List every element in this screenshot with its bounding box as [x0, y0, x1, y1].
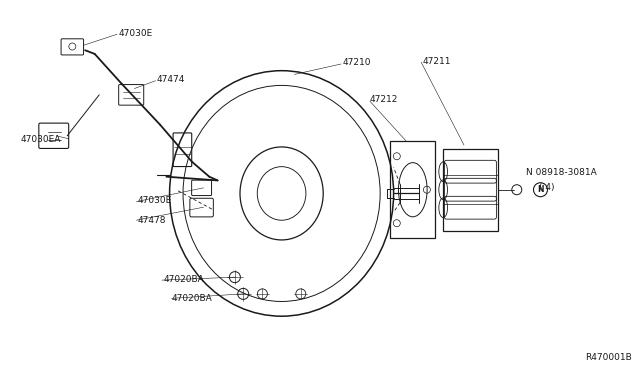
Text: N: N: [537, 185, 544, 194]
Bar: [390, 141, 435, 238]
Text: 47030EA: 47030EA: [20, 135, 61, 144]
Text: ( 4): ( 4): [539, 183, 554, 192]
Text: 47212: 47212: [370, 95, 398, 104]
Text: 47020BA: 47020BA: [172, 294, 212, 303]
Text: 47030E: 47030E: [138, 196, 172, 205]
Text: 47210: 47210: [342, 58, 371, 67]
Bar: [443, 149, 498, 231]
Text: 47211: 47211: [422, 57, 451, 65]
Text: 47478: 47478: [138, 216, 166, 225]
Text: 47030E: 47030E: [118, 29, 153, 38]
Text: 47020BA: 47020BA: [163, 275, 204, 284]
Text: 47474: 47474: [157, 76, 185, 84]
Text: R470001B: R470001B: [585, 353, 632, 362]
Text: N 08918-3081A: N 08918-3081A: [526, 169, 597, 177]
